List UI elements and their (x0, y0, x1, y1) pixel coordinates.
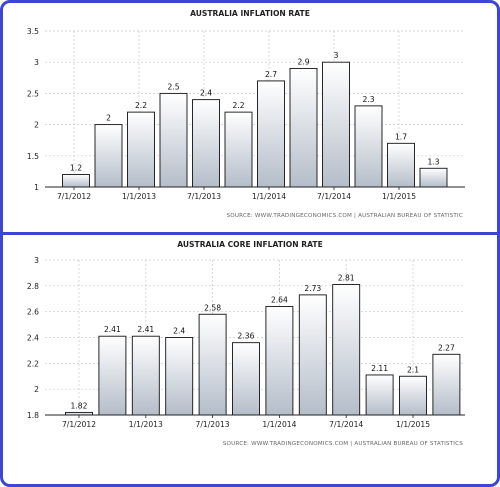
y-tick-label: 2.5 (27, 89, 39, 98)
data-label: 1.2 (70, 164, 82, 173)
data-label: 1.7 (395, 132, 407, 141)
inflation-bar (289, 67, 318, 188)
x-tick-label: 1/1/2013 (129, 420, 163, 429)
inflation-bar (419, 167, 448, 188)
data-label: 2.4 (173, 327, 185, 336)
chart-title: AUSTRALIA CORE INFLATION RATE (177, 240, 323, 249)
x-tick-label: 1/1/2014 (262, 420, 296, 429)
y-tick-label: 2 (34, 385, 39, 394)
x-tick-label: 7/1/2014 (329, 420, 363, 429)
core-inflation-bar (298, 294, 327, 416)
x-tick-label: 7/1/2013 (187, 192, 221, 201)
x-tick-label: 1/1/2015 (382, 192, 416, 201)
chart-source: SOURCE: WWW.TRADINGECONOMICS.COM | AUSTR… (223, 441, 463, 447)
data-label: 2.9 (297, 57, 309, 66)
core-inflation-bar (165, 337, 194, 416)
core-inflation-bar (365, 374, 394, 416)
inflation-bar (127, 111, 155, 188)
y-tick-label: 1 (34, 183, 39, 192)
inflation-bar (159, 92, 188, 188)
data-label: 2.81 (338, 274, 355, 283)
y-tick-label: 1.8 (27, 411, 39, 420)
inflation-bar (257, 80, 285, 188)
chart-title: AUSTRALIA INFLATION RATE (190, 9, 310, 18)
inflation-bar (62, 174, 90, 188)
data-label: 2.58 (204, 303, 221, 312)
inflation-bar (94, 124, 123, 188)
inflation-bar (387, 142, 415, 188)
inflation-bar (224, 111, 253, 188)
y-tick-label: 3 (34, 58, 39, 67)
inflation-bar (192, 99, 220, 188)
y-tick-label: 2.2 (27, 359, 39, 368)
core-inflation-rate-chart: AUSTRALIA CORE INFLATION RATE1.822.22.42… (27, 240, 465, 447)
y-tick-label: 2.4 (27, 334, 39, 343)
core-inflation-bar (131, 335, 160, 416)
data-label: 2.11 (371, 364, 388, 373)
data-label: 2.1 (407, 365, 419, 374)
chart-divider (3, 232, 497, 235)
data-label: 2.41 (137, 325, 154, 334)
data-label: 2.3 (362, 95, 374, 104)
x-tick-label: 1/1/2015 (396, 420, 430, 429)
chart-source: SOURCE: WWW.TRADINGECONOMICS.COM | AUSTR… (227, 213, 463, 219)
y-tick-label: 2 (34, 121, 39, 130)
core-inflation-bar (432, 353, 461, 416)
data-label: 2.2 (232, 101, 244, 110)
core-inflation-bar (399, 375, 427, 416)
x-tick-label: 1/1/2014 (252, 192, 286, 201)
y-tick-label: 1.5 (27, 152, 39, 161)
core-inflation-bar (332, 284, 361, 416)
data-label: 2.73 (304, 284, 321, 293)
x-tick-label: 7/1/2012 (62, 420, 96, 429)
data-label: 2.27 (438, 343, 455, 352)
data-label: 2.41 (104, 325, 121, 334)
x-tick-label: 7/1/2013 (196, 420, 230, 429)
inflation-bar (322, 61, 350, 188)
x-tick-label: 7/1/2014 (317, 192, 351, 201)
data-label: 2.5 (167, 82, 179, 91)
y-tick-label: 3 (34, 256, 39, 265)
data-label: 2.4 (200, 89, 212, 98)
data-label: 2.36 (238, 332, 255, 341)
x-tick-label: 1/1/2013 (122, 192, 156, 201)
y-tick-label: 2.8 (27, 282, 39, 291)
data-label: 3 (334, 51, 339, 60)
core-inflation-bar (265, 306, 294, 416)
data-label: 1.82 (71, 401, 88, 410)
core-inflation-bar (232, 342, 260, 416)
core-inflation-bar (198, 313, 227, 416)
inflation-rate-chart: AUSTRALIA INFLATION RATE 1 1.5 2 2.5 3 3.5 1.2 2… (27, 9, 465, 219)
data-label: 2.7 (265, 70, 277, 79)
data-label: 1.3 (427, 157, 439, 166)
inflation-bar (354, 105, 383, 188)
x-tick-label: 7/1/2012 (57, 192, 91, 201)
y-tick-label: 3.5 (27, 27, 39, 36)
y-tick-label: 2.6 (27, 308, 39, 317)
data-label: 2 (106, 114, 111, 123)
data-label: 2.2 (135, 101, 147, 110)
data-label: 2.64 (271, 296, 288, 305)
core-inflation-bar (98, 335, 127, 416)
